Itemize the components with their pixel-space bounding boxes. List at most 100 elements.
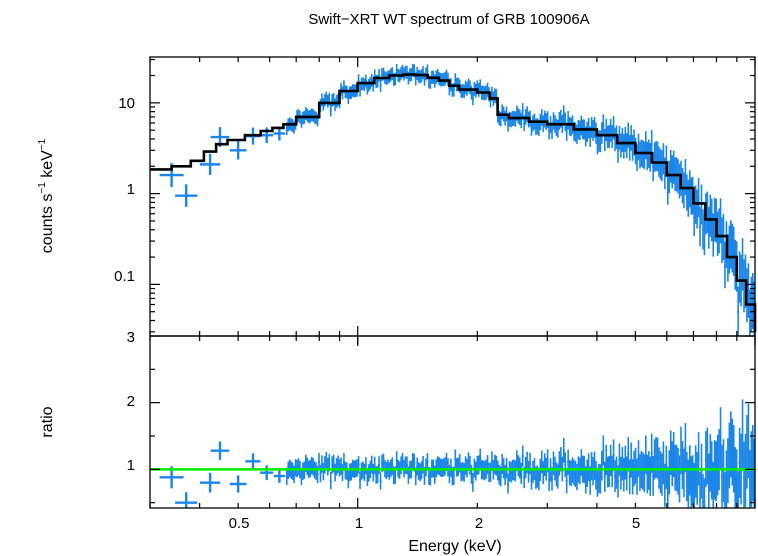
x-tick-label-2: 2 — [475, 515, 483, 532]
spectrum-data-point — [422, 66, 425, 80]
ratio-tick-label-3: 3 — [127, 329, 135, 346]
ratio-data-point — [373, 456, 376, 475]
ratio-data-point — [426, 452, 429, 471]
ratio-data-point — [520, 462, 523, 484]
ratio-data-point — [627, 437, 630, 472]
spectrum-data-layer — [150, 63, 757, 336]
spectrum-data-point — [199, 153, 221, 175]
ratio-plot-frame — [149, 335, 756, 509]
spectrum-data-point — [697, 178, 700, 218]
spectrum-data-point — [703, 214, 706, 256]
axis-ticks — [149, 57, 756, 508]
x-tick-label-5: 5 — [632, 515, 640, 532]
ratio-data-point — [603, 461, 606, 492]
spectrum-data-point — [520, 112, 523, 129]
ratio-data-point — [529, 452, 532, 475]
ylabel-exp1: −1 — [37, 182, 48, 194]
ratio-data-point — [210, 441, 230, 460]
ratio-data-point — [489, 462, 492, 483]
spectrum-data-point — [521, 103, 524, 119]
spectrum-plot-frame — [149, 56, 756, 337]
spectrum-data-point — [229, 141, 247, 160]
x-tick-label-0.5: 0.5 — [229, 515, 250, 532]
ratio-data-point — [719, 407, 722, 469]
ratio-data-point — [684, 423, 687, 473]
ratio-data-point — [319, 464, 322, 483]
ratio-data-point — [747, 403, 750, 479]
spectrum-y-axis-label: counts s−1 keV−1 — [37, 138, 56, 253]
ratio-data-point — [635, 458, 639, 495]
y-tick-label-0.1: 0.1 — [114, 268, 135, 285]
ratio-tick-label-2: 2 — [127, 393, 135, 410]
ratio-data-point — [562, 437, 565, 463]
ratio-data-point — [357, 456, 360, 474]
ratio-data-point — [625, 456, 628, 491]
ratio-data-layer — [159, 399, 756, 508]
ratio-data-point — [650, 433, 653, 474]
spectrum-data-point — [175, 184, 198, 207]
ratio-data-point — [422, 455, 425, 474]
spectrum-data-point — [564, 112, 567, 131]
ratio-data-point — [391, 457, 394, 475]
ratio-data-point — [565, 468, 568, 494]
spectrum-data-point — [364, 74, 367, 88]
ratio-data-point — [612, 439, 615, 471]
ratio-data-point — [199, 472, 221, 493]
ratio-data-point — [342, 453, 345, 471]
ratio-data-point — [662, 441, 665, 485]
ratio-data-point — [471, 473, 474, 492]
ratio-data-point — [722, 439, 725, 503]
ratio-data-point — [395, 451, 398, 469]
ratio-data-point — [602, 435, 605, 466]
ratio-data-point — [737, 471, 740, 508]
ratio-data-point — [273, 469, 286, 483]
model-line — [150, 73, 757, 332]
ratio-data-point — [644, 435, 647, 474]
x-axis-label: Energy (keV) — [408, 538, 501, 555]
ratio-data-point — [329, 471, 332, 490]
ratio-data-point — [700, 443, 703, 499]
ratio-data-point — [564, 452, 567, 478]
ratio-data-point — [703, 478, 706, 508]
spectrum-data-point — [329, 103, 332, 117]
ratio-data-point — [359, 471, 362, 489]
ratio-data-point — [600, 450, 603, 481]
spectrum-data-point — [737, 286, 740, 336]
ratio-data-point — [245, 453, 261, 470]
ratio-data-point — [260, 465, 274, 481]
ratio-data-point — [378, 456, 381, 474]
ratio-data-point — [379, 472, 382, 490]
spectrum-data-point — [699, 206, 702, 247]
ratio-data-point — [649, 456, 652, 496]
ratio-data-point — [678, 455, 681, 503]
chart-title: Swift−XRT WT spectrum of GRB 100906A — [308, 11, 589, 28]
ratio-data-point — [682, 448, 685, 498]
ratio-data-point — [507, 473, 510, 494]
y-tick-label-10: 10 — [118, 95, 135, 112]
ratio-data-point — [741, 399, 744, 471]
spectrum-data-point — [379, 79, 382, 92]
spectrum-data-point — [602, 114, 605, 137]
spectrum-data-point — [471, 91, 474, 106]
ylabel-exp2: −1 — [37, 138, 48, 150]
ratio-data-point — [611, 455, 614, 488]
ratio-data-point — [364, 456, 367, 475]
spectrum-data-point — [565, 122, 568, 141]
ratio-y-axis-label: ratio — [39, 406, 56, 437]
ratio-data-point — [521, 445, 524, 467]
ratio-tick-label-1: 1 — [127, 457, 135, 474]
ylabel-main: counts s — [39, 194, 56, 254]
ratio-data-point — [589, 466, 592, 495]
ratio-data-point — [229, 475, 247, 493]
ylabel-mid: keV — [39, 150, 56, 182]
ratio-data-point — [699, 471, 702, 508]
ratio-data-point — [550, 467, 554, 491]
y-tick-label-1: 1 — [127, 181, 135, 198]
spectrum-data-point — [378, 69, 381, 82]
ratio-data-point — [175, 492, 198, 508]
ratio-data-point — [341, 463, 344, 482]
ratio-data-point — [405, 456, 408, 475]
ratio-data-point — [317, 453, 321, 471]
ratio-data-point — [697, 432, 700, 486]
